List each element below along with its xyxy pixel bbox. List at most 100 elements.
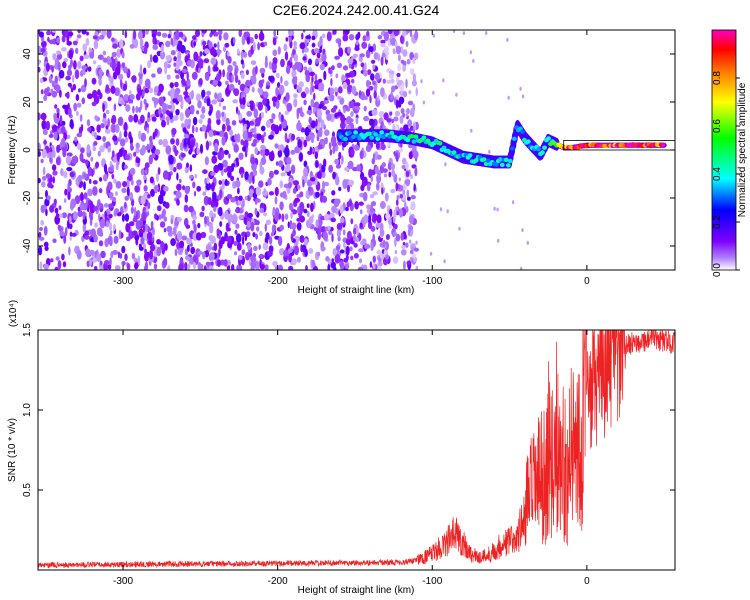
heatmap-noise-cell [115,191,118,196]
heatmap-noise-cell [87,93,93,100]
heatmap-noise-cell [253,245,258,252]
heatmap-noise-cell [280,172,287,177]
heatmap-noise-cell [370,203,373,214]
heatmap-noise-cell [47,182,53,188]
heatmap-noise-cell [207,117,212,126]
heatmap-noise-cell [389,70,395,75]
heatmap-noise-cell [51,30,57,33]
heatmap-noise-cell [189,174,194,180]
heatmap-y-tick-label: 0 [22,147,33,153]
heatmap-noise-cell [408,151,413,160]
heatmap-noise-cell [38,112,41,121]
heatmap-ridge-cell [357,136,362,141]
heatmap-noise-cell [64,92,70,98]
heatmap-noise-cell [519,266,523,270]
heatmap-noise-cell [272,260,278,267]
heatmap-ridge-cell [367,131,372,136]
heatmap-noise-cell [82,173,88,179]
heatmap-noise-cell [185,256,191,261]
heatmap-noise-cell [182,185,186,191]
heatmap-y-ticks: -40 -20 0 20 40 [22,48,675,253]
heatmap-noise-cell [322,231,328,241]
heatmap-noise-cell [103,260,110,265]
heatmap-noise-cell [201,106,206,114]
heatmap-noise-cell [462,31,466,36]
heatmap-noise-cell [210,57,217,65]
heatmap-noise-cell [238,195,243,201]
heatmap-noise-cell [285,65,291,74]
heatmap-noise-cell [107,145,112,153]
heatmap-noise-cell [411,253,416,259]
heatmap-noise-cell [255,198,261,203]
heatmap-noise-cell [385,254,390,260]
heatmap-ridge-cell [409,134,415,139]
heatmap-noise-cell [199,51,203,57]
heatmap-noise-cell [264,223,267,232]
heatmap-noise-cell [363,214,369,224]
heatmap-noise-cell [71,232,77,237]
snr-x-tick-label: -100 [422,576,442,587]
heatmap-noise-cell [211,216,214,223]
heatmap-noise-cell [132,105,135,114]
heatmap-noise-cell [311,75,314,83]
heatmap-noise-cell [86,144,91,154]
heatmap-noise-cell [122,181,127,188]
heatmap-noise-cell [252,192,258,199]
heatmap-noise-cell [359,258,362,264]
heatmap-noise-cell [139,217,143,227]
heatmap-noise-cell [218,180,223,185]
heatmap-noise-cell [330,217,337,223]
heatmap-noise-cell [305,135,311,142]
heatmap-noise-cell [311,42,316,48]
heatmap-noise-cell [156,31,162,37]
heatmap-noise-cell [274,196,278,205]
heatmap-noise-cell [395,233,401,242]
heatmap-ridge-band [563,139,675,151]
heatmap-noise-cell [58,205,62,210]
heatmap-noise-cell [148,87,154,94]
heatmap-noise-cell [129,167,136,176]
heatmap-noise-cell [90,228,96,238]
heatmap-noise-cell [285,164,291,173]
heatmap-noise-cell [60,125,66,135]
heatmap-noise-cell [260,125,266,132]
heatmap-noise-cell [52,238,57,244]
heatmap-noise-cell [246,110,253,117]
heatmap-noise-cell [187,53,190,60]
heatmap-noise-cell [124,213,130,222]
heatmap-noise-cell [131,75,137,83]
heatmap-noise-cell [317,41,322,48]
heatmap-noise-cell [86,31,89,36]
heatmap-noise-cell [104,210,107,220]
heatmap-noise-cell [191,71,198,80]
heatmap-noise-cell [271,96,278,103]
heatmap-ridge-cell [451,150,457,155]
heatmap-noise-cell [79,55,84,62]
heatmap-noise-cell [175,30,180,40]
heatmap-noise-cell [135,106,139,113]
heatmap-noise-cell [243,51,248,58]
heatmap-noise-cell [201,30,207,34]
heatmap-noise-cell [198,118,203,124]
heatmap-ridge-cell [411,139,417,144]
heatmap-noise-cell [219,189,223,199]
heatmap-noise-cell [376,154,382,160]
heatmap-noise-cell [422,100,426,105]
heatmap-noise-cell [299,191,304,198]
heatmap-noise-cell [331,258,335,263]
heatmap-noise-cell [432,90,435,95]
heatmap-noise-cell [397,63,402,72]
heatmap-noise-cell [372,262,376,270]
heatmap-noise-cell [52,124,58,134]
heatmap-noise-cell [302,30,306,33]
heatmap-noise-cell [236,48,240,54]
heatmap-noise-cell [128,221,135,227]
heatmap-noise-cell [298,152,304,162]
heatmap-noise-cell [352,53,358,58]
heatmap-noise-cell [507,95,510,100]
heatmap-noise-cell [278,264,284,270]
heatmap-noise-cell [262,98,268,105]
heatmap-noise-cell [124,201,127,209]
heatmap-noise-cell [321,170,326,179]
heatmap-noise-cell [218,130,225,137]
